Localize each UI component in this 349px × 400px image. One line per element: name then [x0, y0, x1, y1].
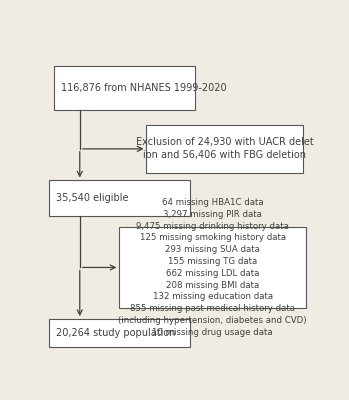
Bar: [49, 319, 190, 347]
Text: 116,876 from NHANES 1999-2020: 116,876 from NHANES 1999-2020: [61, 83, 227, 93]
Text: 64 missing HBA1C data
3,297 missing PIR data
9,475 missing drinking history data: 64 missing HBA1C data 3,297 missing PIR …: [118, 198, 307, 337]
Bar: [49, 180, 190, 216]
Bar: [119, 227, 306, 308]
Text: Exclusion of 24,930 with UACR delet
ion and 56,406 with FBG deletion: Exclusion of 24,930 with UACR delet ion …: [136, 137, 314, 160]
Text: 20,264 study population: 20,264 study population: [56, 328, 175, 338]
Text: 35,540 eligible: 35,540 eligible: [56, 193, 128, 203]
Bar: [54, 66, 195, 110]
Bar: [147, 125, 303, 173]
